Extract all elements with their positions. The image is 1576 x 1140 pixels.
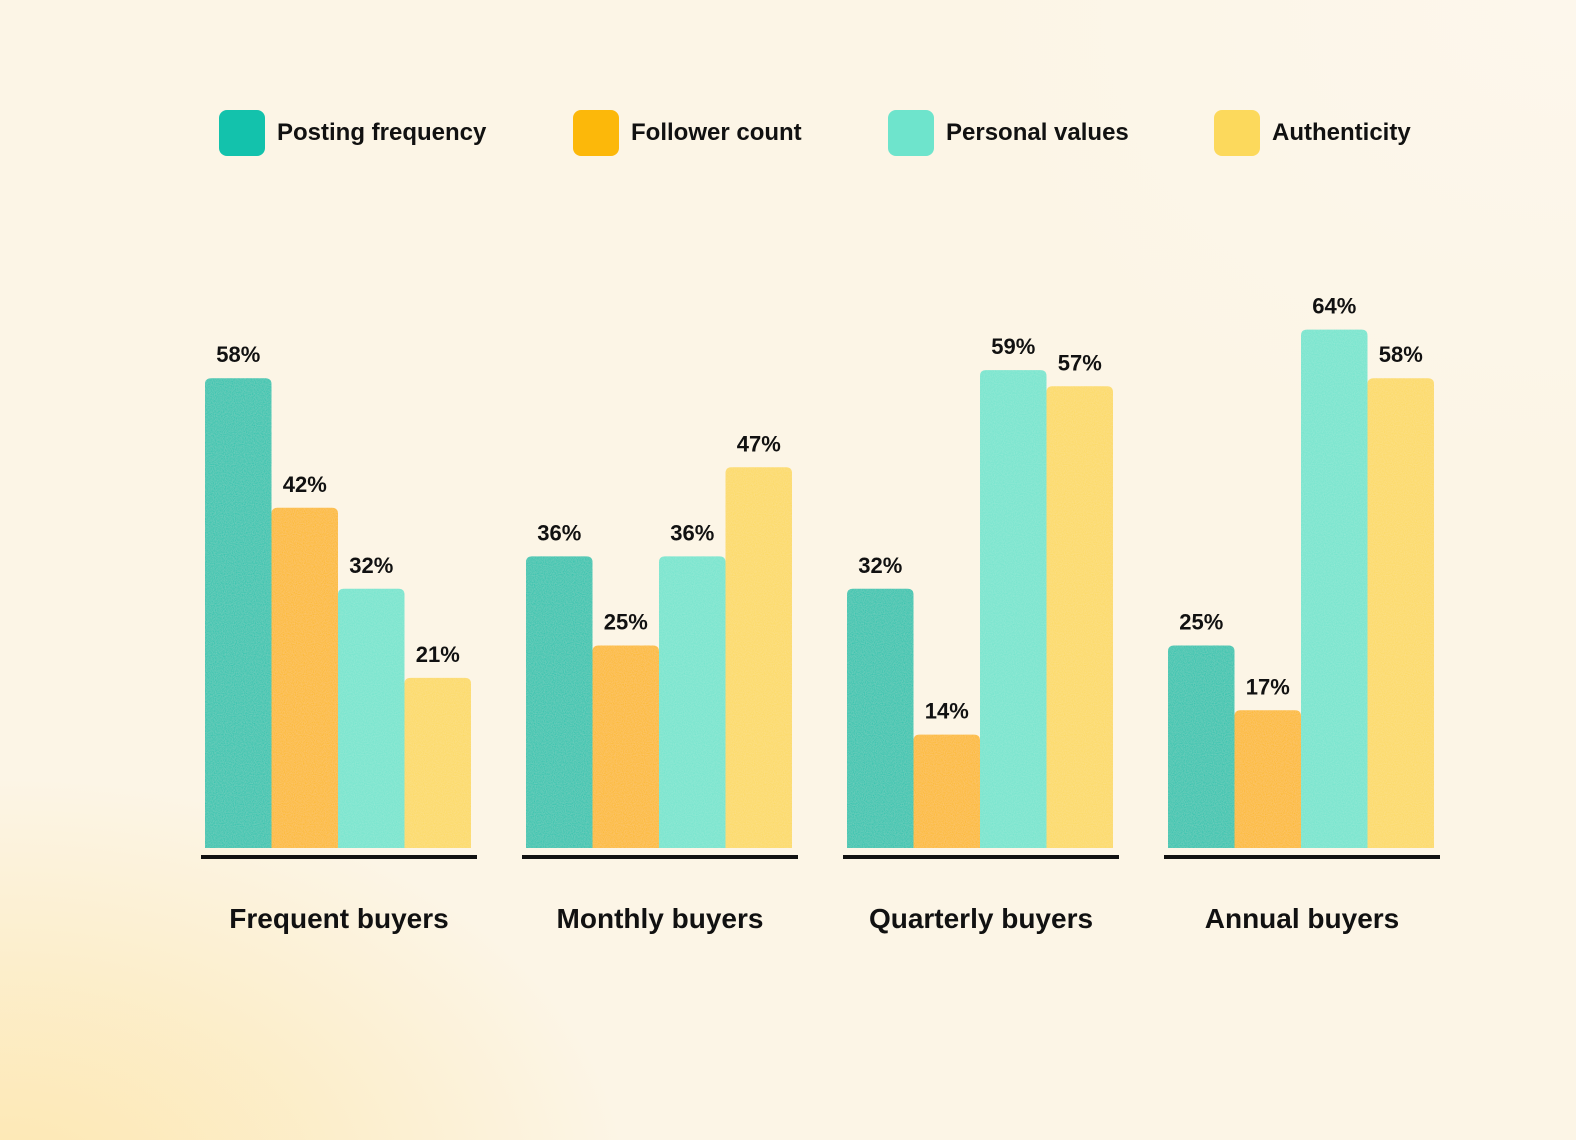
legend-label-authenticity: Authenticity	[1272, 119, 1411, 146]
bar-annual-buyers-follower-count	[1234, 710, 1301, 848]
bar-annual-buyers-posting-frequency	[1168, 645, 1235, 848]
data-label-frequent-buyers-posting-frequency: 58%	[216, 342, 260, 367]
bar-frequent-buyers-follower-count	[271, 507, 338, 848]
baseline-annual-buyers	[1164, 855, 1440, 859]
bar-group-frequent-buyers: 58% 42% 32% 21% Frequent buyers	[201, 342, 477, 934]
category-label-quarterly-buyers: Quarterly buyers	[869, 903, 1093, 934]
data-label-quarterly-buyers-posting-frequency: 32%	[858, 553, 902, 578]
data-label-frequent-buyers-personal-values: 32%	[349, 553, 393, 578]
bar-group-monthly-buyers: 36% 25% 36% 47% Monthly buyers	[522, 431, 798, 934]
legend: Posting frequency Follower count Persona…	[0, 110, 1576, 158]
data-label-monthly-buyers-follower-count: 25%	[604, 610, 648, 635]
legend-swatch-personal-values	[888, 110, 934, 156]
legend-item-personal-values: Personal values	[888, 110, 1129, 156]
data-label-frequent-buyers-follower-count: 42%	[283, 472, 327, 497]
bar-frequent-buyers-personal-values	[338, 588, 405, 848]
legend-label-posting-frequency: Posting frequency	[277, 119, 487, 146]
bar-monthly-buyers-follower-count	[592, 645, 659, 848]
bar-quarterly-buyers-follower-count	[913, 734, 980, 848]
data-label-frequent-buyers-authenticity: 21%	[416, 642, 460, 667]
bar-annual-buyers-authenticity	[1367, 378, 1434, 848]
data-label-monthly-buyers-authenticity: 47%	[737, 431, 781, 456]
bar-group-annual-buyers: 25% 17% 64% 58% Annual buyers	[1164, 294, 1440, 934]
baseline-monthly-buyers	[522, 855, 798, 859]
legend-swatch-follower-count	[573, 110, 619, 156]
baseline-frequent-buyers	[201, 855, 477, 859]
bar-quarterly-buyers-posting-frequency	[847, 588, 914, 848]
data-label-annual-buyers-authenticity: 58%	[1379, 342, 1423, 367]
category-label-frequent-buyers: Frequent buyers	[229, 903, 448, 934]
legend-swatch-authenticity	[1214, 110, 1260, 156]
legend-swatch-posting-frequency	[219, 110, 265, 156]
legend-item-posting-frequency: Posting frequency	[219, 110, 486, 156]
data-label-monthly-buyers-posting-frequency: 36%	[537, 520, 581, 545]
bar-group-quarterly-buyers: 32% 14% 59% 57% Quarterly buyers	[843, 334, 1119, 934]
baseline-quarterly-buyers	[843, 855, 1119, 859]
data-label-quarterly-buyers-follower-count: 14%	[925, 699, 969, 724]
data-label-annual-buyers-personal-values: 64%	[1312, 294, 1356, 319]
bar-annual-buyers-personal-values	[1301, 329, 1368, 849]
data-label-quarterly-buyers-authenticity: 57%	[1058, 350, 1102, 375]
legend-label-personal-values: Personal values	[946, 119, 1129, 146]
legend-label-follower-count: Follower count	[631, 119, 802, 146]
data-label-monthly-buyers-personal-values: 36%	[670, 520, 714, 545]
legend-item-authenticity: Authenticity	[1214, 110, 1411, 156]
bar-monthly-buyers-personal-values	[659, 556, 726, 848]
category-label-annual-buyers: Annual buyers	[1205, 903, 1399, 934]
bar-quarterly-buyers-personal-values	[980, 370, 1047, 848]
legend-item-follower-count: Follower count	[573, 110, 802, 156]
bar-monthly-buyers-posting-frequency	[526, 556, 593, 848]
data-label-annual-buyers-posting-frequency: 25%	[1179, 610, 1223, 635]
data-label-quarterly-buyers-personal-values: 59%	[991, 334, 1035, 359]
bar-monthly-buyers-authenticity	[725, 467, 792, 848]
bar-quarterly-buyers-authenticity	[1046, 386, 1113, 848]
category-label-monthly-buyers: Monthly buyers	[557, 903, 764, 934]
bar-frequent-buyers-authenticity	[404, 677, 471, 848]
data-label-annual-buyers-follower-count: 17%	[1246, 674, 1290, 699]
bar-frequent-buyers-posting-frequency	[205, 378, 272, 848]
